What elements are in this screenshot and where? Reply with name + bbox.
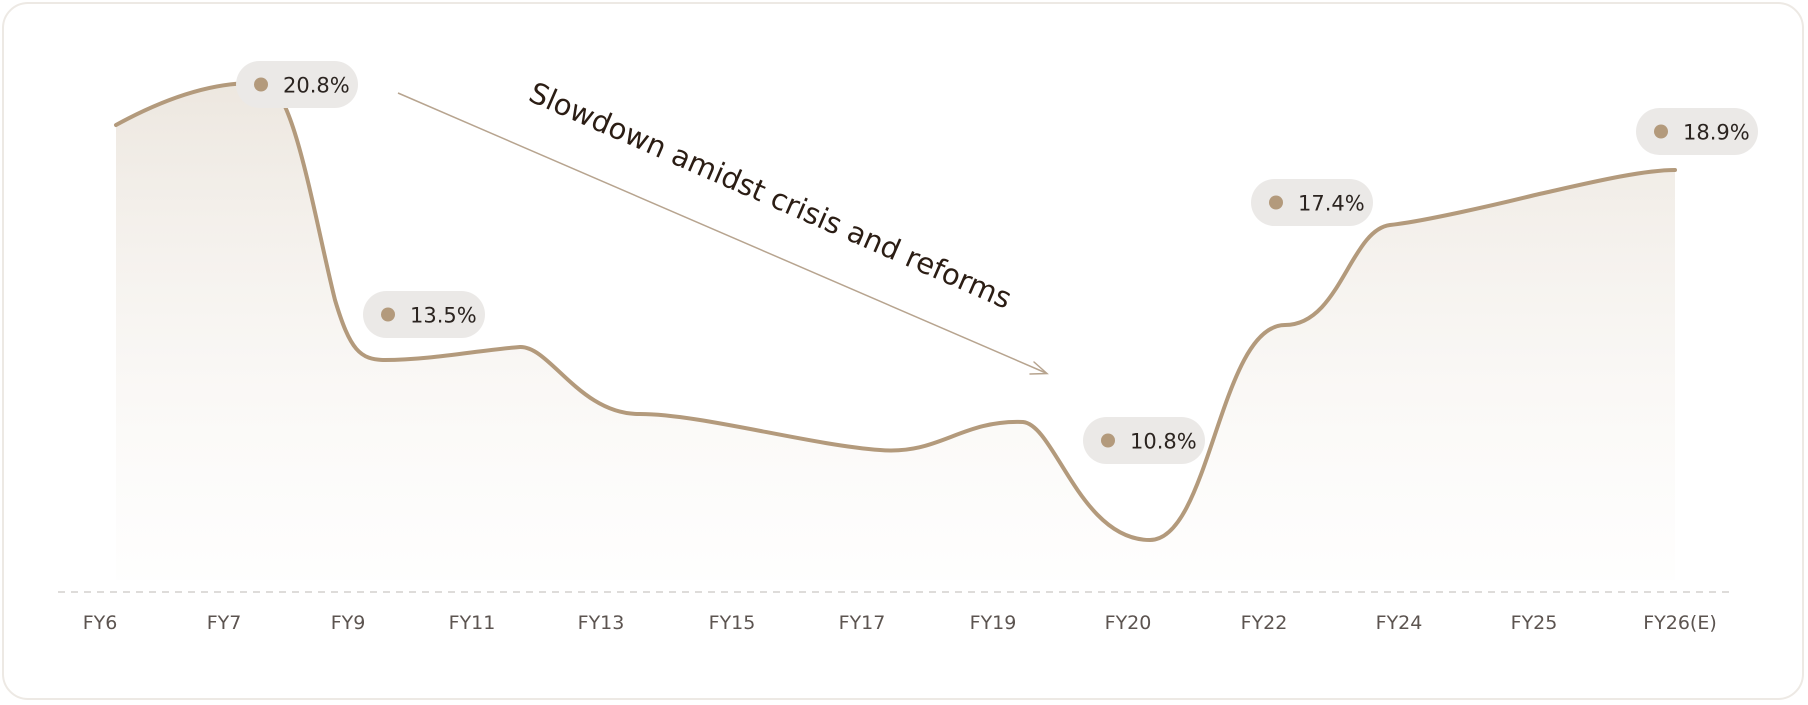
x-tick-label: FY19	[970, 612, 1017, 634]
data-label-value: 10.8%	[1130, 430, 1197, 454]
trend-arrow-line	[397, 92, 1047, 374]
annotation-text: Slowdown amidst crisis and reforms	[524, 75, 1017, 315]
data-label-pill: 13.5%	[363, 291, 485, 338]
data-label-background	[363, 291, 485, 338]
series-line	[114, 81, 1677, 543]
data-point-marker	[254, 77, 268, 92]
data-label-pill: 17.4%	[1251, 179, 1373, 226]
data-label-pill: 18.9%	[1636, 108, 1758, 155]
x-tick-label: FY17	[839, 612, 886, 634]
x-tick-label: FY11	[449, 612, 496, 634]
data-label-value: 13.5%	[410, 304, 477, 328]
data-point-marker	[1269, 195, 1283, 210]
x-axis-ticks: FY6 FY7 FY9 FY11 FY13 FY15 FY17 FY19 FY20 FY22 FY2…	[83, 612, 1717, 634]
data-label-background	[1251, 179, 1373, 226]
data-label-pill: 10.8%	[1083, 417, 1205, 464]
data-label-value: 17.4%	[1298, 192, 1365, 216]
area-fill	[116, 83, 1675, 581]
data-point-marker	[1101, 433, 1115, 448]
x-tick-label: FY6	[83, 612, 118, 634]
data-label-background	[236, 61, 358, 108]
data-label-background	[1636, 108, 1758, 155]
x-tick-label: FY9	[331, 612, 366, 634]
data-label-background	[1083, 417, 1205, 464]
x-tick-label: FY26(E)	[1643, 612, 1717, 634]
data-point-marker	[381, 307, 395, 322]
x-tick-label: FY24	[1376, 612, 1423, 634]
x-tick-label: FY25	[1511, 612, 1558, 634]
x-tick-label: FY7	[207, 612, 242, 634]
trend-arrow-head	[1029, 361, 1049, 375]
x-tick-label: FY13	[578, 612, 625, 634]
data-label-pill: 20.8%	[236, 61, 358, 108]
data-labels: 20.8% 13.5% 10.8% 17.4% 18.9%	[236, 61, 1758, 464]
x-tick-label: FY22	[1241, 612, 1288, 634]
x-tick-label: FY15	[709, 612, 756, 634]
data-label-value: 20.8%	[283, 74, 350, 98]
trend-arrow	[397, 92, 1049, 375]
data-point-marker	[1654, 124, 1668, 139]
data-label-value: 18.9%	[1683, 121, 1750, 145]
x-tick-label: FY20	[1105, 612, 1152, 634]
